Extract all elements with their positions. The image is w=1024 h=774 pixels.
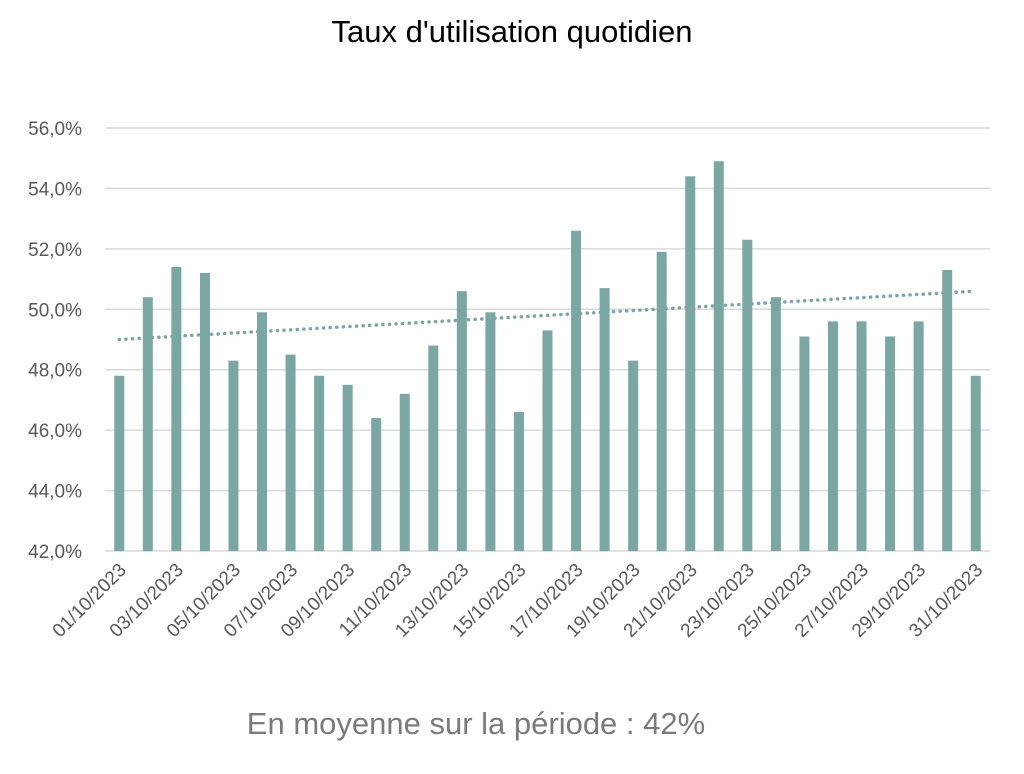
bar <box>827 321 838 551</box>
y-tick-label: 44,0% <box>28 482 82 503</box>
chart-title: Taux d'utilisation quotidien <box>331 14 693 49</box>
x-axis-ticks: 01/10/202303/10/202305/10/202307/10/2023… <box>49 560 988 642</box>
bar <box>685 176 696 552</box>
y-tick-label: 50,0% <box>28 300 82 321</box>
y-tick-label: 42,0% <box>28 542 82 563</box>
bar <box>713 161 724 551</box>
bar <box>913 321 924 551</box>
y-tick-label: 54,0% <box>28 179 82 200</box>
bar <box>456 291 467 551</box>
bar <box>742 239 753 552</box>
trendline <box>117 289 978 342</box>
bar <box>171 266 182 551</box>
bar <box>114 375 125 551</box>
bar <box>228 360 239 551</box>
trendline-group <box>117 289 978 342</box>
bar <box>485 312 496 551</box>
bar <box>399 393 410 551</box>
bar <box>942 270 953 551</box>
bars <box>114 161 981 552</box>
bar <box>628 360 639 551</box>
bar <box>428 345 439 551</box>
y-tick-label: 52,0% <box>28 240 82 261</box>
bar <box>314 375 325 551</box>
bar <box>599 288 610 551</box>
bar <box>513 412 524 551</box>
bar <box>799 336 810 551</box>
y-tick-label: 46,0% <box>28 421 82 442</box>
bar <box>199 273 210 551</box>
bar <box>285 354 296 551</box>
bar <box>770 297 781 551</box>
bar <box>142 297 153 551</box>
bar <box>885 336 896 551</box>
y-axis-ticks: 42,0% 44,0% 46,0% 48,0% 50,0% 52,0% 54,0% 56,0% <box>28 119 82 563</box>
bar <box>371 418 382 551</box>
average-note: En moyenne sur la période : 42% <box>246 706 706 741</box>
y-tick-label: 56,0% <box>28 119 82 140</box>
bar <box>257 312 268 551</box>
bar <box>656 251 667 551</box>
bar <box>970 375 981 551</box>
bar <box>571 230 582 551</box>
bar <box>856 321 867 551</box>
bar <box>542 330 553 551</box>
bar <box>342 384 353 551</box>
y-tick-label: 48,0% <box>28 361 82 382</box>
